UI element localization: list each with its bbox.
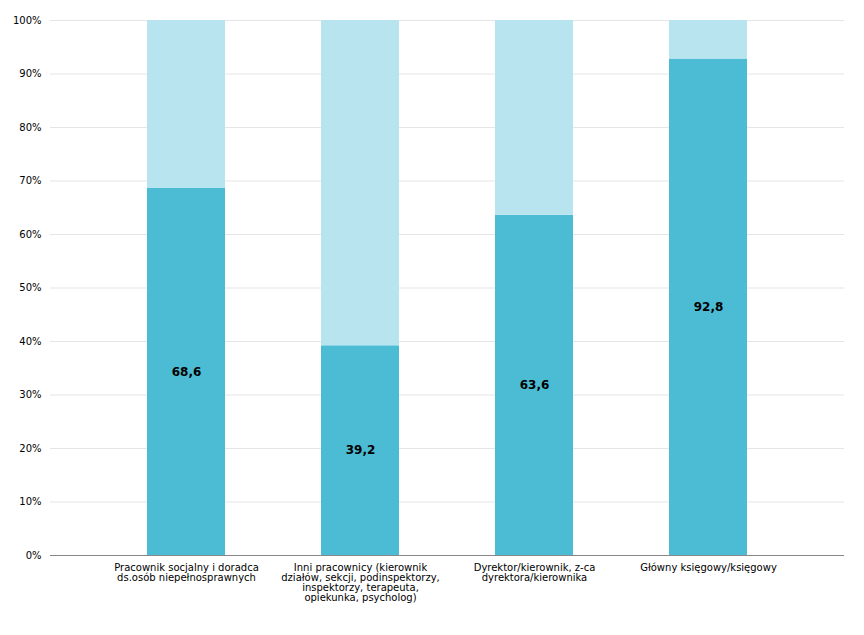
svg-text:70%: 70% <box>19 175 41 186</box>
svg-text:63,6: 63,6 <box>520 378 550 392</box>
svg-text:10%: 10% <box>19 496 41 507</box>
svg-text:50%: 50% <box>19 282 41 293</box>
svg-text:Główny księgowy/księgowy: Główny księgowy/księgowy <box>640 562 777 573</box>
svg-text:100%: 100% <box>13 15 42 26</box>
svg-text:60%: 60% <box>19 229 41 240</box>
svg-text:Pracownik socjalny i doradcads: Pracownik socjalny i doradcads.osób niep… <box>114 562 259 583</box>
svg-text:Inni pracownicy (kierownikdzia: Inni pracownicy (kierownikdziałów, sekcj… <box>281 562 440 603</box>
svg-text:39,2: 39,2 <box>346 443 376 457</box>
svg-text:0%: 0% <box>26 550 42 561</box>
svg-text:68,6: 68,6 <box>172 365 202 379</box>
svg-text:92,8: 92,8 <box>694 300 724 314</box>
svg-text:40%: 40% <box>19 336 41 347</box>
svg-text:80%: 80% <box>19 122 41 133</box>
svg-text:30%: 30% <box>19 389 41 400</box>
svg-text:Dyrektor/kierownik, z-cadyrekt: Dyrektor/kierownik, z-cadyrektora/kierow… <box>474 562 596 583</box>
svg-text:90%: 90% <box>19 68 41 79</box>
svg-text:20%: 20% <box>19 443 41 454</box>
